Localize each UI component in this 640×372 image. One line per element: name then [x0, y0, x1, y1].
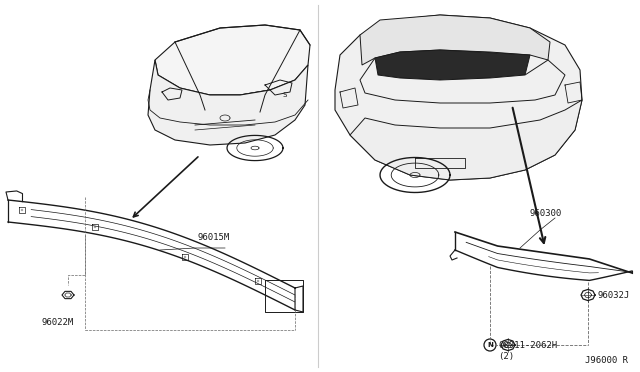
Polygon shape: [350, 100, 582, 180]
Text: J96000 R: J96000 R: [585, 356, 628, 365]
Text: 96032J: 96032J: [598, 291, 630, 299]
Polygon shape: [335, 15, 582, 180]
Polygon shape: [375, 50, 530, 80]
Text: 96022M: 96022M: [42, 318, 74, 327]
Text: S: S: [283, 92, 287, 98]
Polygon shape: [200, 90, 270, 112]
Text: N: N: [487, 342, 493, 348]
Polygon shape: [155, 25, 310, 95]
Text: 96015M: 96015M: [198, 233, 230, 242]
Text: 960300: 960300: [530, 209, 563, 218]
Polygon shape: [360, 58, 565, 103]
Polygon shape: [360, 15, 550, 65]
Text: (2): (2): [498, 353, 514, 362]
Text: 08911-2062H: 08911-2062H: [498, 340, 557, 350]
Polygon shape: [148, 60, 308, 145]
